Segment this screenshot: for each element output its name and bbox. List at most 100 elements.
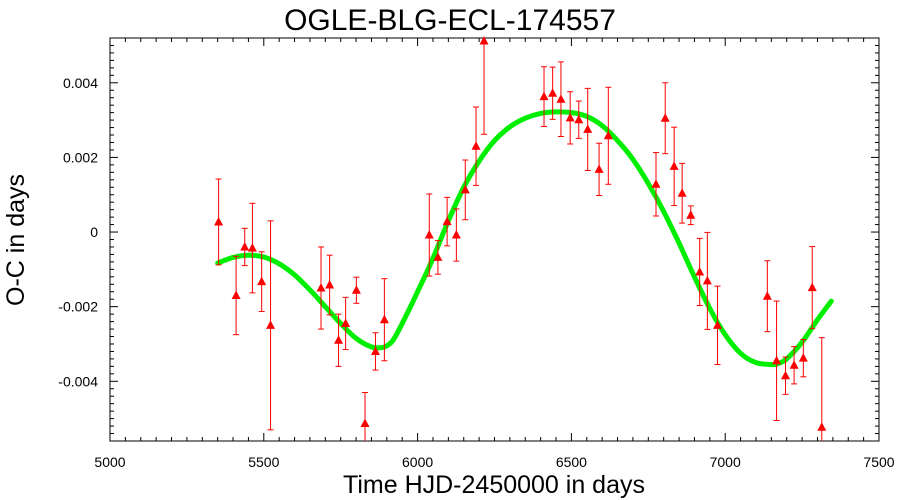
data-point — [762, 260, 772, 333]
data-marker-triangle — [583, 124, 593, 133]
data-marker-triangle — [325, 280, 335, 289]
y-tick-label: 0.002 — [63, 149, 98, 165]
data-point — [603, 86, 613, 185]
data-marker-triangle — [424, 230, 434, 239]
data-point — [479, 35, 489, 135]
data-point — [702, 231, 712, 330]
data-point — [583, 87, 593, 171]
data-marker-triangle — [807, 282, 817, 292]
data-marker-triangle — [451, 230, 461, 239]
data-point — [257, 251, 267, 313]
data-point — [424, 193, 434, 277]
x-tick-label: 5500 — [248, 454, 279, 470]
data-point — [471, 106, 481, 186]
x-tick-labels: 5000 5500 6000 6500 7000 7500 — [94, 454, 894, 470]
axis-ticks — [109, 38, 880, 441]
data-point — [669, 126, 679, 207]
data-marker-triangle — [660, 113, 670, 122]
data-point — [594, 142, 604, 196]
data-marker-triangle — [548, 88, 558, 97]
y-axis-label: O-C in days — [2, 174, 30, 306]
x-tick-label: 7000 — [710, 454, 741, 470]
data-marker-triangle — [433, 252, 443, 261]
data-point — [442, 196, 452, 247]
data-marker-triangle — [231, 290, 241, 299]
data-point — [214, 178, 224, 266]
data-marker-triangle — [594, 164, 604, 173]
x-tick-label: 5000 — [94, 454, 125, 470]
data-point — [451, 208, 461, 262]
data-point — [334, 313, 344, 367]
x-tick-label: 6500 — [556, 454, 587, 470]
data-marker-triangle — [316, 283, 326, 292]
data-marker-triangle — [556, 94, 566, 103]
data-point — [565, 91, 575, 145]
data-marker-triangle — [257, 276, 267, 286]
data-marker-triangle — [247, 243, 257, 252]
data-point — [351, 276, 361, 304]
data-point — [379, 278, 389, 362]
fit-curve-layer — [215, 109, 834, 368]
data-point — [713, 285, 723, 366]
data-marker-triangle — [686, 210, 696, 219]
data-point — [316, 246, 326, 330]
data-point — [360, 391, 370, 441]
data-marker-triangle — [341, 318, 351, 327]
data-point — [574, 100, 584, 139]
data-marker-triangle — [442, 216, 452, 226]
data-marker-triangle — [479, 35, 489, 45]
data-marker-triangle — [817, 422, 827, 431]
data-point — [686, 205, 696, 226]
data-marker-triangle — [471, 141, 481, 150]
data-marker-triangle — [240, 241, 250, 251]
y-tick-label: 0.004 — [63, 75, 98, 91]
data-point — [240, 227, 250, 267]
data-marker-triangle — [677, 188, 687, 197]
data-marker-triangle — [565, 112, 575, 122]
data-point — [660, 82, 670, 155]
data-point — [325, 254, 335, 316]
data-point — [817, 337, 827, 441]
x-axis-label: Time HJD-2450000 in days — [343, 471, 645, 499]
data-marker-triangle — [669, 161, 679, 170]
data-point — [807, 246, 817, 330]
data-point — [460, 159, 470, 221]
data-marker-triangle — [266, 320, 276, 329]
y-tick-labels: -0.004 -0.002 0 0.002 0.004 — [58, 75, 98, 390]
data-marker-triangle — [574, 114, 584, 124]
data-marker-triangle — [713, 320, 723, 329]
data-marker-triangle — [460, 184, 470, 194]
data-point — [231, 255, 241, 336]
data-marker-triangle — [603, 130, 613, 140]
data-point — [780, 356, 790, 395]
data-marker-triangle — [772, 355, 782, 365]
data-point — [677, 162, 687, 224]
data-marker-triangle — [789, 360, 799, 369]
x-tick-label: 6000 — [402, 454, 433, 470]
data-marker-triangle — [651, 179, 661, 188]
y-tick-label: -0.002 — [58, 299, 98, 315]
data-marker-triangle — [379, 314, 389, 324]
data-point — [266, 220, 276, 431]
data-marker-triangle — [762, 291, 772, 300]
data-marker-triangle — [334, 335, 344, 344]
data-marker-triangle — [214, 216, 224, 226]
x-tick-label: 7500 — [863, 454, 894, 470]
y-tick-label: 0 — [90, 224, 98, 240]
data-marker-triangle — [780, 370, 790, 380]
data-point — [341, 296, 351, 351]
data-marker-triangle — [702, 275, 712, 285]
data-point — [247, 202, 257, 294]
data-marker-triangle — [798, 353, 808, 362]
data-point — [772, 300, 782, 421]
data-point — [651, 152, 661, 217]
data-point — [539, 66, 549, 127]
data-point — [433, 240, 443, 275]
data-point — [548, 66, 558, 120]
data-point — [695, 237, 705, 307]
data-marker-triangle — [360, 418, 370, 427]
data-marker-triangle — [370, 346, 380, 355]
data-marker-triangle — [351, 285, 361, 294]
